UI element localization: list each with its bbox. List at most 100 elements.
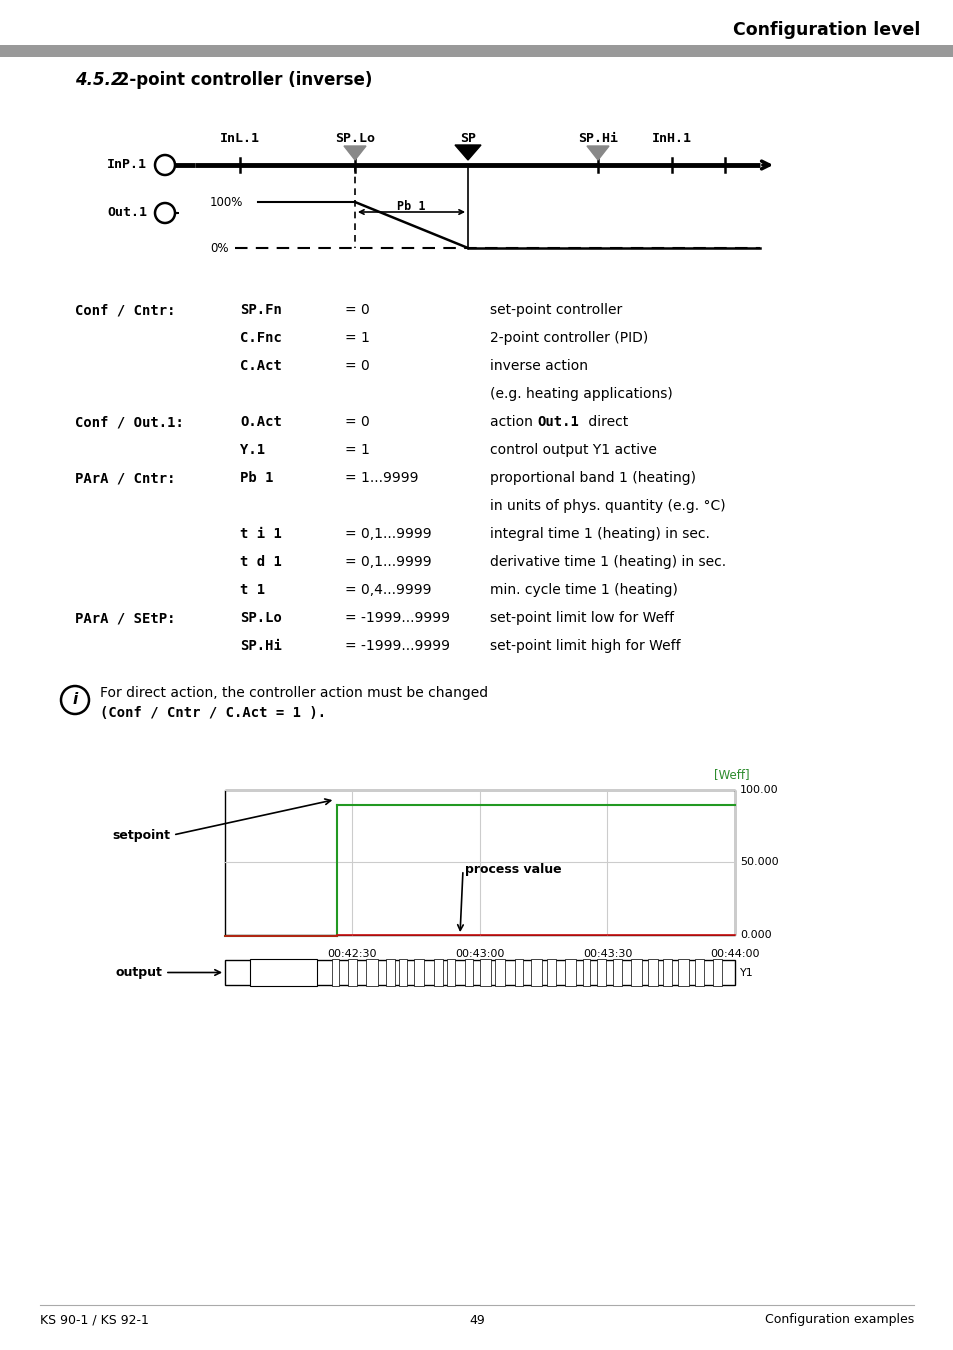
Text: = 1: = 1 bbox=[345, 443, 370, 458]
Text: InL.1: InL.1 bbox=[220, 131, 260, 144]
Bar bbox=[398, 958, 407, 986]
Text: integral time 1 (heating) in sec.: integral time 1 (heating) in sec. bbox=[490, 526, 709, 541]
Text: O.Act: O.Act bbox=[240, 414, 281, 429]
Text: t d 1: t d 1 bbox=[240, 555, 281, 568]
Bar bbox=[385, 958, 395, 986]
Text: C.Act: C.Act bbox=[240, 359, 281, 373]
Bar bbox=[348, 958, 356, 986]
Bar bbox=[694, 958, 703, 986]
Bar bbox=[597, 958, 605, 986]
Text: SP.Fn: SP.Fn bbox=[240, 302, 281, 317]
Text: [Weff]: [Weff] bbox=[714, 768, 749, 782]
Text: SP.Lo: SP.Lo bbox=[240, 612, 281, 625]
Text: = 0: = 0 bbox=[345, 414, 370, 429]
Text: = 0: = 0 bbox=[345, 359, 370, 373]
Bar bbox=[530, 958, 541, 986]
Bar bbox=[613, 958, 621, 986]
Text: proportional band 1 (heating): proportional band 1 (heating) bbox=[490, 471, 696, 485]
Text: 49: 49 bbox=[469, 1314, 484, 1327]
Bar bbox=[464, 958, 472, 986]
Text: action: action bbox=[490, 414, 537, 429]
Text: = 1...9999: = 1...9999 bbox=[345, 471, 418, 485]
Circle shape bbox=[61, 686, 89, 714]
Text: Out.1: Out.1 bbox=[107, 207, 147, 220]
Text: Y1: Y1 bbox=[740, 968, 753, 977]
Text: direct: direct bbox=[583, 414, 628, 429]
Text: 2-point controller (PID): 2-point controller (PID) bbox=[490, 331, 648, 346]
Text: i: i bbox=[72, 691, 77, 706]
Text: 2-point controller (inverse): 2-point controller (inverse) bbox=[112, 72, 372, 89]
Polygon shape bbox=[586, 146, 608, 161]
Text: 00:44:00: 00:44:00 bbox=[709, 949, 759, 958]
Text: SP.Lo: SP.Lo bbox=[335, 131, 375, 144]
Text: setpoint: setpoint bbox=[112, 829, 170, 841]
Bar bbox=[225, 960, 734, 985]
Text: derivative time 1 (heating) in sec.: derivative time 1 (heating) in sec. bbox=[490, 555, 725, 568]
Polygon shape bbox=[344, 146, 366, 161]
Text: = 0,4...9999: = 0,4...9999 bbox=[345, 583, 431, 597]
Text: SP.Hi: SP.Hi bbox=[240, 639, 281, 653]
Bar bbox=[662, 958, 672, 986]
Bar bbox=[225, 790, 734, 936]
Text: t i 1: t i 1 bbox=[240, 526, 281, 541]
Text: = 0: = 0 bbox=[345, 302, 370, 317]
Text: control output Y1 active: control output Y1 active bbox=[490, 443, 657, 458]
Text: Out.1: Out.1 bbox=[537, 414, 578, 429]
Bar bbox=[565, 958, 575, 986]
Text: PArA / Cntr:: PArA / Cntr: bbox=[75, 471, 175, 485]
Text: (e.g. heating applications): (e.g. heating applications) bbox=[490, 387, 672, 401]
Text: = -1999...9999: = -1999...9999 bbox=[345, 612, 450, 625]
Bar bbox=[414, 958, 424, 986]
Text: For direct action, the controller action must be changed: For direct action, the controller action… bbox=[100, 686, 488, 701]
Text: SP.Hi: SP.Hi bbox=[578, 131, 618, 144]
Text: 50.000: 50.000 bbox=[740, 857, 778, 867]
Circle shape bbox=[154, 155, 174, 176]
Text: inverse action: inverse action bbox=[490, 359, 587, 373]
Text: 00:43:00: 00:43:00 bbox=[455, 949, 504, 958]
Bar bbox=[647, 958, 657, 986]
Text: 100.00: 100.00 bbox=[740, 784, 778, 795]
Text: Y.1: Y.1 bbox=[240, 443, 265, 458]
Text: = 0,1...9999: = 0,1...9999 bbox=[345, 555, 431, 568]
Bar bbox=[251, 958, 316, 986]
Text: set-point controller: set-point controller bbox=[490, 302, 621, 317]
Bar bbox=[515, 958, 522, 986]
Text: in units of phys. quantity (e.g. °C): in units of phys. quantity (e.g. °C) bbox=[490, 500, 725, 513]
Text: = -1999...9999: = -1999...9999 bbox=[345, 639, 450, 653]
Text: KS 90-1 / KS 92-1: KS 90-1 / KS 92-1 bbox=[40, 1314, 149, 1327]
Text: process value: process value bbox=[464, 864, 561, 876]
Text: = 1: = 1 bbox=[345, 331, 370, 346]
Text: 4.5.2: 4.5.2 bbox=[75, 72, 123, 89]
Bar bbox=[446, 958, 455, 986]
Text: 00:42:30: 00:42:30 bbox=[328, 949, 376, 958]
Text: = 0,1...9999: = 0,1...9999 bbox=[345, 526, 431, 541]
Polygon shape bbox=[455, 144, 480, 161]
Bar bbox=[678, 958, 688, 986]
Bar bbox=[479, 958, 491, 986]
Text: set-point limit high for Weff: set-point limit high for Weff bbox=[490, 639, 679, 653]
Text: Conf / Cntr:: Conf / Cntr: bbox=[75, 302, 175, 317]
Text: 0%: 0% bbox=[210, 242, 229, 255]
Text: Pb 1: Pb 1 bbox=[240, 471, 274, 485]
Text: InH.1: InH.1 bbox=[651, 131, 691, 144]
Bar bbox=[495, 958, 504, 986]
Text: SP: SP bbox=[459, 131, 476, 144]
Text: PArA / SEtP:: PArA / SEtP: bbox=[75, 612, 175, 625]
Bar bbox=[631, 958, 641, 986]
Bar bbox=[546, 958, 556, 986]
Circle shape bbox=[154, 202, 174, 223]
Text: Pb 1: Pb 1 bbox=[396, 201, 425, 213]
Text: set-point limit low for Weff: set-point limit low for Weff bbox=[490, 612, 674, 625]
Bar bbox=[712, 958, 720, 986]
Bar bbox=[332, 958, 338, 986]
Text: Configuration examples: Configuration examples bbox=[764, 1314, 913, 1327]
Text: t 1: t 1 bbox=[240, 583, 265, 597]
Bar bbox=[366, 958, 377, 986]
Text: 0.000: 0.000 bbox=[740, 930, 771, 940]
Text: Configuration level: Configuration level bbox=[732, 22, 919, 39]
Bar bbox=[0, 45, 953, 57]
Text: InP.1: InP.1 bbox=[107, 158, 147, 171]
Text: 100%: 100% bbox=[210, 196, 243, 208]
Bar bbox=[582, 958, 590, 986]
Text: 00:43:30: 00:43:30 bbox=[582, 949, 632, 958]
